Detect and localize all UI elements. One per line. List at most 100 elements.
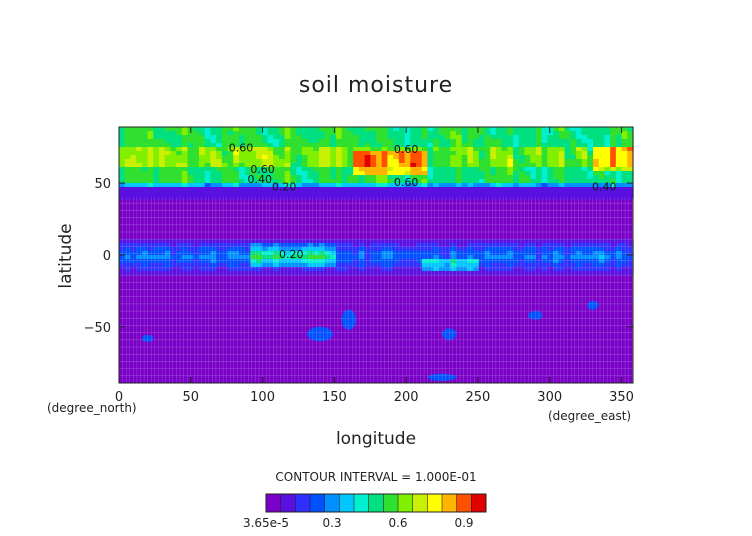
field-cell [119,239,126,244]
field-cell [404,175,411,180]
field-cell [444,171,451,176]
field-cell [358,195,366,200]
field-cell [558,127,566,132]
field-cell [170,139,177,144]
x-tick-label: 100 [250,390,275,405]
field-cell [570,255,577,260]
field-cell [136,159,143,164]
field-cell [376,139,383,144]
field-cell [530,271,537,276]
field-cell [130,131,137,136]
field-cell [490,243,497,248]
field-cell [575,131,583,136]
field-cell [198,167,206,172]
field-cell [427,251,434,256]
colorbar-label: 0.3 [322,516,341,530]
field-cell [267,267,274,272]
field-cell [450,267,457,272]
field-cell [244,159,251,164]
field-cell [261,191,269,196]
field-cell [410,131,417,136]
field-cell [176,251,183,256]
field-cell [587,143,594,148]
field-cell [136,127,143,132]
field-cell [490,267,497,272]
field-cell [204,135,211,140]
field-cell [478,175,486,180]
field-cell [330,143,337,148]
field-cell [455,143,463,148]
field-cell [296,179,303,184]
field-cell [364,143,371,148]
field-cell [370,191,377,196]
field-cell [558,171,566,176]
field-cell [307,255,314,260]
y-tick-label: 50 [94,177,111,192]
field-cell [278,131,286,136]
field-cell [490,187,497,192]
field-cell [296,271,303,276]
field-cell [290,159,297,164]
field-cell [187,239,194,244]
x-tick-label: 250 [466,390,491,405]
field-cell [495,139,503,144]
field-cell [524,187,531,192]
field-cell [267,251,274,256]
field-cell [147,251,154,256]
field-cell [575,179,583,184]
field-cell [124,127,132,132]
field-cell [450,259,457,264]
field-cell [347,267,354,272]
field-cell [267,255,274,260]
field-cell [210,159,217,164]
field-cell [353,155,360,160]
colorbar-swatch [442,494,457,512]
field-cell [381,151,389,156]
field-cell [153,191,160,196]
field-cell [164,259,171,264]
field-cell [570,155,577,160]
field-cell [250,175,257,180]
field-cell [210,183,217,188]
field-cell [541,163,548,168]
colorbar-swatch [471,494,487,512]
field-cell [427,187,434,192]
field-cell [290,191,297,196]
field-cell [136,183,143,188]
field-cell [518,259,526,264]
field-cell [124,183,132,188]
field-cell [410,179,417,184]
field-cell [495,239,503,244]
field-cell [364,259,371,264]
field-cell [370,195,377,200]
field-cell [124,243,132,248]
field-cell [244,191,251,196]
field-cell [210,191,217,196]
field-cell [404,135,411,140]
field-cell [553,251,560,256]
field-cell [570,195,577,200]
field-cell [130,267,137,272]
field-cell [518,191,526,196]
field-cell [358,187,366,192]
field-cell [221,179,229,184]
field-cell [370,151,377,156]
colorbar: 3.65e-5 0.3 0.6 0.9 [243,493,487,530]
field-cell [398,195,406,200]
field-cell [461,267,468,272]
field-cell [313,239,320,244]
field-cell [507,267,514,272]
field-cell [301,175,309,180]
field-cell [553,255,560,260]
field-cell [507,271,514,276]
field-cell [461,139,468,144]
field-cell [261,259,269,264]
field-cell [341,147,349,152]
field-cell [518,187,526,192]
field-cell [535,175,543,180]
y-axis-title: latitude [56,223,76,288]
field-cell [535,163,543,168]
field-cell [381,263,389,268]
field-cell [210,175,217,180]
field-cell [301,179,309,184]
